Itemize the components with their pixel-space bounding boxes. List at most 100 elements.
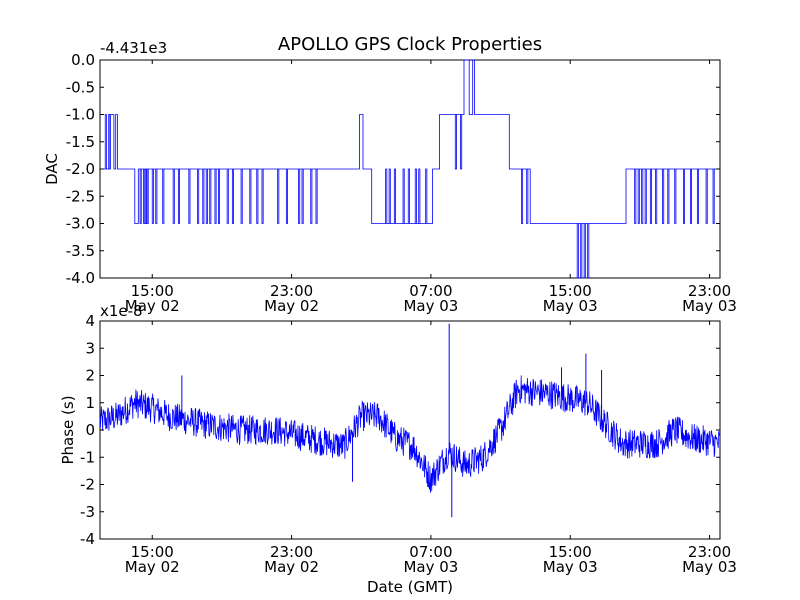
dac-flip xyxy=(583,223,586,279)
dac-flip xyxy=(214,169,217,224)
dac-flip xyxy=(151,169,154,224)
dac-flip xyxy=(388,168,391,224)
dac-flip xyxy=(249,169,252,224)
dac-flip xyxy=(689,169,692,224)
y-tick-label: -3 xyxy=(80,503,95,521)
phase-offset-label: x1e-8 xyxy=(100,302,143,320)
dac-flip xyxy=(667,169,670,224)
dac-flip xyxy=(662,169,665,224)
x-tick-date-label: May 03 xyxy=(682,297,737,315)
dac-flip xyxy=(644,169,647,224)
y-tick-label: 4 xyxy=(85,312,95,330)
dac-y-axis-label: DAC xyxy=(43,153,61,185)
y-tick-label: -1.5 xyxy=(66,133,95,151)
x-tick-date-label: May 03 xyxy=(682,558,737,576)
phase-series-line xyxy=(99,323,721,518)
dac-flip xyxy=(177,169,180,224)
dac-flip xyxy=(301,169,304,224)
x-tick-time-label: 23:00 xyxy=(270,543,313,561)
y-tick-label: -1 xyxy=(80,448,95,466)
dac-flip xyxy=(139,169,142,224)
dac-flip xyxy=(407,168,410,224)
dac-flip xyxy=(418,168,421,224)
dac-flip xyxy=(454,114,457,170)
x-tick-time-label: 23:00 xyxy=(688,543,731,561)
x-tick-time-label: 15:00 xyxy=(549,543,592,561)
x-tick-date-label: May 03 xyxy=(543,558,598,576)
y-tick-label: -0.5 xyxy=(66,78,95,96)
dac-flip xyxy=(460,114,463,170)
dac-offset-label: -4.431e3 xyxy=(100,39,167,57)
dac-flip xyxy=(705,169,708,224)
y-tick-label: -4 xyxy=(80,530,95,548)
y-tick-label: -3.5 xyxy=(66,242,95,260)
dac-flip xyxy=(414,168,417,224)
y-tick-label: 1 xyxy=(85,394,95,412)
x-tick-date-label: May 02 xyxy=(125,558,180,576)
dac-flip xyxy=(587,223,590,279)
dac-flip xyxy=(526,169,529,224)
y-tick-label: -2.5 xyxy=(66,187,95,205)
phase-y-axis-label: Phase (s) xyxy=(59,395,77,464)
dac-flip xyxy=(172,169,175,224)
dac-flip xyxy=(202,169,205,224)
x-tick-date-label: May 03 xyxy=(403,558,458,576)
x-tick-time-label: 07:00 xyxy=(409,282,452,300)
y-tick-label: 0.0 xyxy=(71,51,95,69)
dac-flip xyxy=(580,223,583,279)
y-tick-label: 2 xyxy=(85,367,95,385)
dac-flip xyxy=(641,169,644,224)
dac-flip xyxy=(310,169,313,224)
x-axis-label: Date (GMT) xyxy=(367,578,453,596)
dac-flip xyxy=(231,169,234,224)
chart-title: APOLLO GPS Clock Properties xyxy=(278,34,542,55)
dac-flip xyxy=(385,168,388,224)
dac-flip xyxy=(143,169,146,224)
dac-flip xyxy=(655,169,658,224)
dac-flip xyxy=(315,169,318,224)
dac-series-line xyxy=(100,59,720,279)
dac-y-ticks: 0.0 -0.5 -1.0 -1.5 -2.0 -2.5 -3.0 -3.5 -4.0 xyxy=(66,51,720,287)
x-tick-time-label: 07:00 xyxy=(409,543,452,561)
dac-flip xyxy=(425,168,428,224)
phase-axes-frame xyxy=(99,320,721,540)
dac-flip xyxy=(162,169,165,224)
dac-flip xyxy=(393,168,396,224)
dac-flip xyxy=(104,114,107,169)
x-tick-date-label: May 03 xyxy=(403,297,458,315)
dac-flip xyxy=(261,169,264,224)
x-tick-date-label: May 02 xyxy=(125,297,180,315)
dac-flip xyxy=(285,169,288,224)
dac-flip xyxy=(226,169,229,224)
dac-flip xyxy=(649,169,652,224)
dac-flip xyxy=(683,169,686,224)
dac-flip xyxy=(576,223,579,279)
dac-flip xyxy=(674,169,677,224)
dac-flip xyxy=(218,169,221,224)
dac-flip xyxy=(205,169,208,224)
dac-flip xyxy=(402,168,405,224)
dac-flip xyxy=(146,169,149,224)
x-tick-time-label: 23:00 xyxy=(688,282,731,300)
phase-noise-trace xyxy=(99,375,721,493)
y-tick-label: -3.0 xyxy=(66,215,95,233)
dac-flip xyxy=(108,114,111,169)
dac-flip xyxy=(188,169,191,224)
dac-flip xyxy=(256,169,259,224)
y-tick-label: -4.0 xyxy=(66,269,95,287)
y-tick-label: 0 xyxy=(85,421,95,439)
x-tick-time-label: 15:00 xyxy=(131,543,174,561)
dac-flip xyxy=(197,169,200,224)
y-tick-label: -2.0 xyxy=(66,160,95,178)
dac-flip xyxy=(155,169,158,224)
dac-plot: 0.0 -0.5 -1.0 -1.5 -2.0 -2.5 -3.0 -3.5 -4.0 15:0… xyxy=(43,39,737,315)
dac-flip xyxy=(521,169,524,224)
x-tick-date-label: May 02 xyxy=(264,558,319,576)
dac-flip xyxy=(696,169,699,224)
dac-flip xyxy=(144,169,147,224)
y-tick-label: -1.0 xyxy=(66,106,95,124)
dac-flip xyxy=(277,169,280,224)
